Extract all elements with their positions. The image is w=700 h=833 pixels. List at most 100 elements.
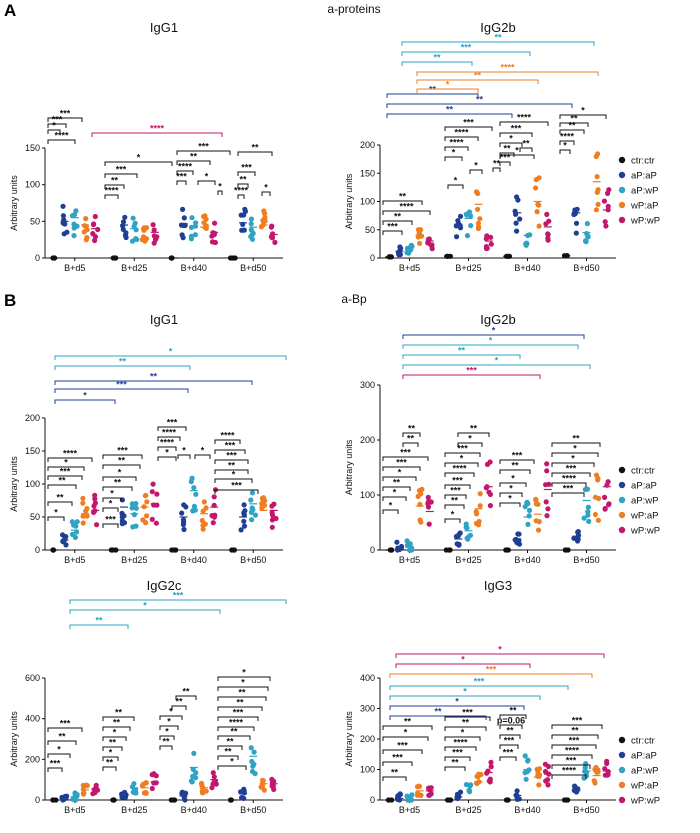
significance-label: **: [493, 159, 501, 169]
data-point-ap-ap-b-d40: [181, 502, 187, 508]
legend-label-wp-ap: wP:aP: [630, 511, 658, 522]
data-point-ap-wp-b-d40: [190, 766, 196, 773]
bracket-line: [499, 734, 521, 739]
y-tick-label: 200: [25, 754, 40, 764]
significance-bracket: **: [47, 493, 73, 506]
data-point-ap-wp-b-d40: [188, 778, 194, 784]
significance-bracket: **: [499, 461, 531, 474]
significance-bracket: **: [551, 726, 599, 739]
data-point-ap-wp-b-d40: [188, 236, 194, 242]
significance-bracket: **: [69, 616, 129, 629]
significance-bracket: **: [382, 478, 411, 491]
significance-label: **: [458, 346, 466, 356]
significance-label: ****: [162, 428, 177, 438]
data-point-ap-wp-b-d50: [248, 227, 254, 233]
significance-label: ***: [461, 43, 472, 53]
significance-bracket: **: [386, 85, 479, 98]
significance-bracket: **: [237, 143, 273, 156]
bracket-line: [102, 726, 131, 731]
significance-bracket: ****: [217, 718, 255, 731]
legend-label-ctr-ctr: ctr:ctr: [631, 736, 655, 747]
significance-label: ****: [562, 766, 577, 776]
chart-title: IgG3: [484, 578, 512, 593]
data-point-ap-wp-b-d40: [522, 770, 528, 776]
data-point-ap-ap-b-d25: [123, 230, 129, 236]
data-point-ap-ap-b-d40: [515, 531, 521, 537]
legend-1: ctr:ctr aP:aP aP:wP wP:aP wP:wP: [618, 466, 660, 537]
bracket-line: [104, 194, 119, 199]
legend-label-ctr-ctr: ctr:ctr: [631, 466, 655, 477]
data-point-wp-wp-b-d5: [426, 785, 432, 791]
significance-label: *: [571, 454, 575, 464]
bracket-line: [499, 714, 527, 719]
bracket-line: [382, 496, 407, 501]
significance-bracket: ****: [104, 186, 119, 199]
x-tick-label: B+d25: [455, 263, 481, 273]
significance-bracket: *: [382, 468, 417, 481]
data-point-wp-ap-b-d50: [262, 211, 268, 217]
significance-label: ****: [54, 131, 69, 141]
bracket-line: [551, 482, 587, 487]
data-point-wp-wp-b-d40: [543, 482, 549, 488]
significance-label: *: [489, 336, 493, 346]
bracket-line: [217, 735, 251, 740]
bracket-line: [499, 756, 517, 761]
significance-label: ***: [452, 476, 463, 486]
data-point-ap-ap-b-d50: [573, 230, 579, 236]
significance-label: **: [503, 144, 511, 154]
bracket-line: [54, 380, 253, 385]
significance-bracket: **: [416, 71, 539, 84]
legend-label-ap-ap: aP:aP: [631, 171, 657, 182]
significance-label: *: [52, 121, 56, 131]
significance-label: **: [162, 737, 170, 747]
significance-bracket: *: [217, 668, 271, 681]
data-point-ap-wp-b-d40: [525, 758, 531, 764]
significance-bracket: ***: [499, 124, 533, 137]
bracket-line: [159, 715, 183, 720]
data-point-wp-ap-b-d5: [80, 500, 86, 506]
bracket-line: [499, 161, 511, 166]
data-point-wp-wp-b-d50: [268, 224, 274, 230]
significance-label: *: [454, 176, 458, 186]
data-point-wp-wp-b-d25: [153, 520, 159, 526]
data-point-wp-wp-b-d25: [149, 772, 155, 778]
data-point-ap-wp-b-d40: [526, 513, 532, 519]
significance-label: **: [224, 747, 232, 757]
data-point-ap-wp-b-d50: [586, 518, 592, 525]
significance-bracket: *: [402, 336, 579, 349]
data-point-wp-ap-b-d50: [594, 189, 600, 195]
data-point-wp-wp-b-d25: [488, 764, 494, 770]
bracket-line: [47, 457, 93, 462]
data-point-ap-ap-b-d40: [181, 215, 187, 221]
data-point-ap-wp-b-d50: [585, 512, 591, 518]
significance-label: ***: [500, 153, 511, 163]
data-point-wp-wp-b-d5: [90, 231, 96, 237]
data-point-ap-wp-b-d40: [523, 241, 529, 247]
significance-bracket: ***: [401, 43, 531, 56]
data-point-wp-wp-b-d40: [545, 231, 551, 237]
data-point-ap-ap-b-d50: [241, 512, 247, 518]
significance-bracket: **: [102, 708, 135, 721]
bracket-line: [559, 149, 571, 154]
bracket-line: [69, 624, 129, 629]
legend-label-wp-ap: wP:aP: [630, 201, 658, 212]
data-point-ap-ap-b-d50: [575, 529, 581, 535]
y-tick-label: 200: [25, 413, 40, 423]
significance-bracket: **: [499, 726, 521, 739]
data-point-ap-ap-b-d5: [60, 795, 66, 801]
significance-bracket: *: [217, 678, 269, 691]
data-point-ap-wp-b-d25: [466, 209, 473, 215]
bracket-line: [457, 442, 483, 447]
data-point-wp-wp-b-d25: [151, 227, 157, 233]
bracket-line: [47, 767, 63, 772]
bracket-line: [444, 746, 477, 751]
data-point-wp-wp-b-d5: [92, 237, 98, 244]
legend-marker-wp-wp: [618, 526, 626, 534]
data-point-wp-wp-b-d40: [544, 461, 550, 467]
significance-bracket: ***: [214, 441, 246, 454]
significance-label: *: [54, 508, 58, 518]
data-point-wp-wp-b-d50: [270, 783, 276, 789]
data-point-ap-ap-b-d25: [121, 791, 127, 797]
significance-bracket: *: [559, 141, 571, 154]
